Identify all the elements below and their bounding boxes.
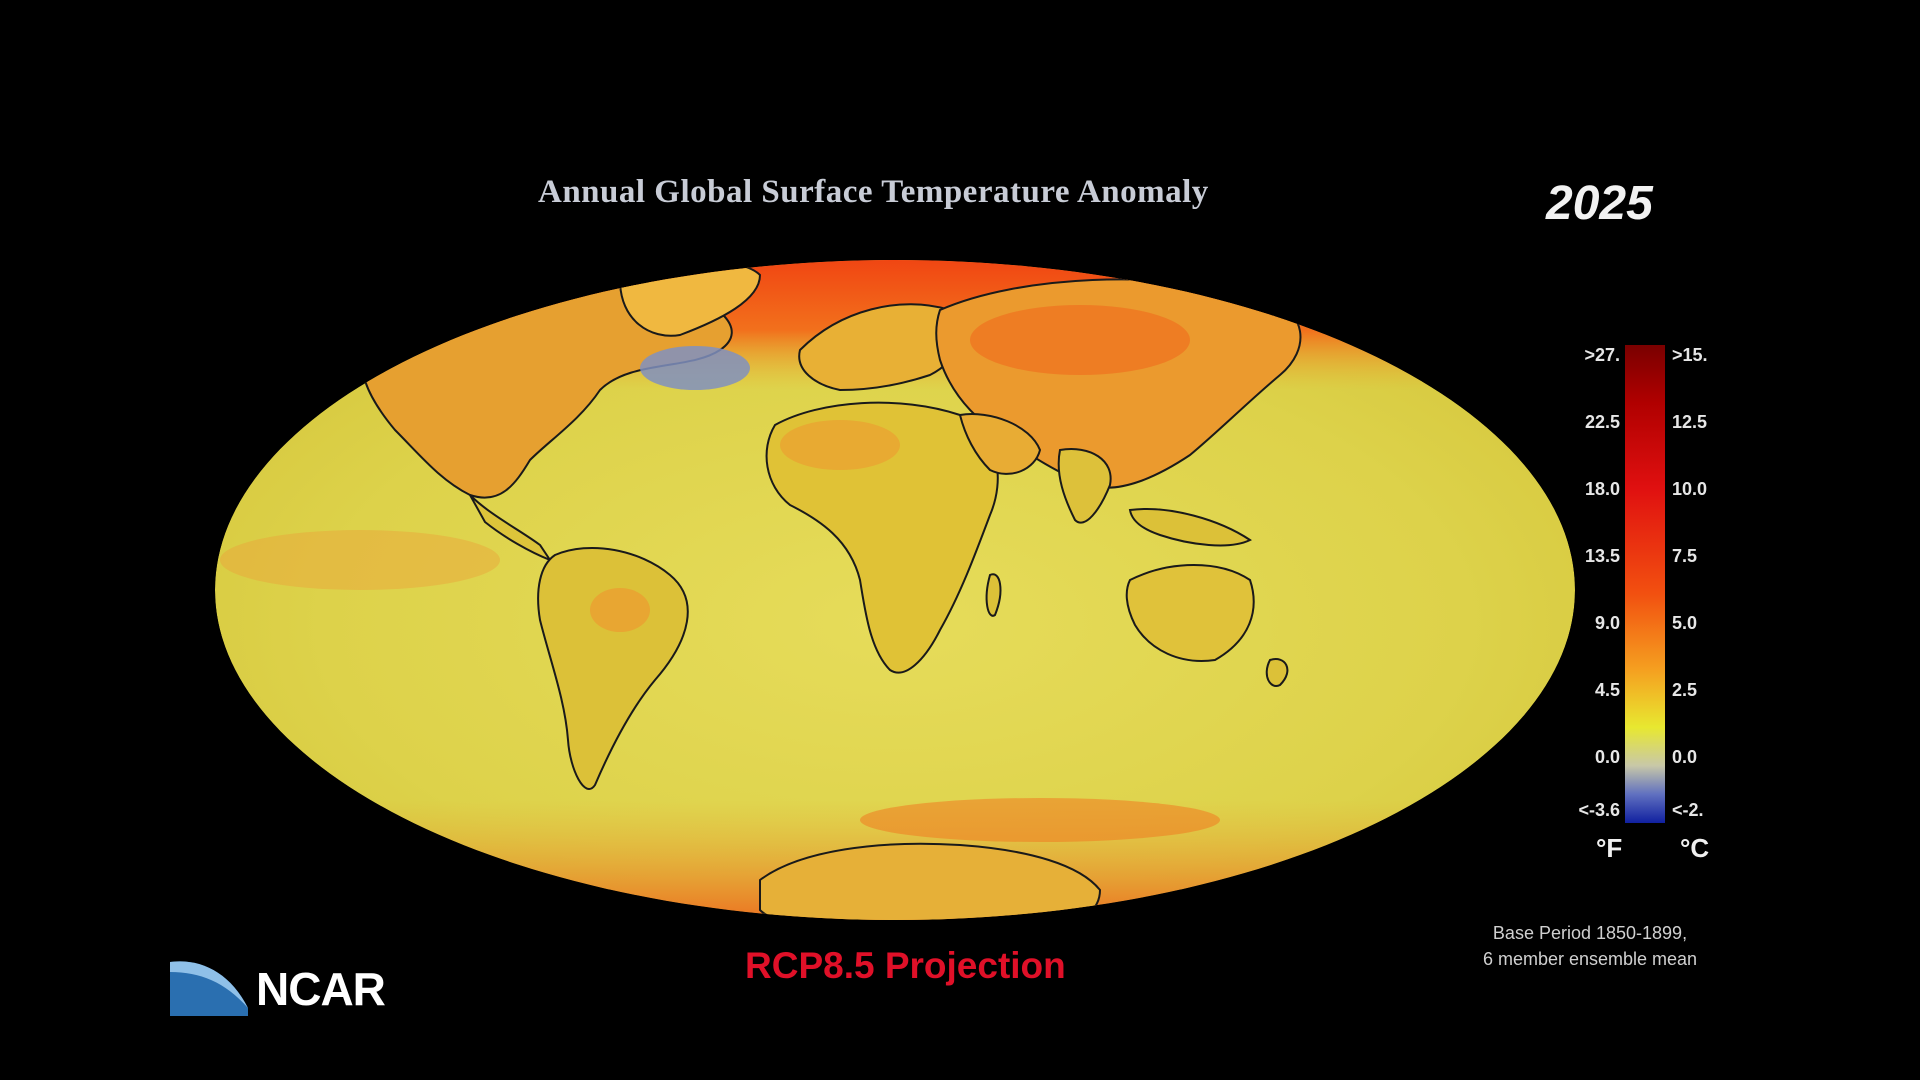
legend-tick-c: 2.5: [1672, 680, 1698, 700]
legend-tick-f: 13.5: [1584, 546, 1620, 566]
map-title: Annual Global Surface Temperature Anomal…: [538, 174, 1209, 210]
arabian-peninsula: [958, 413, 1042, 475]
globe: [215, 260, 1575, 920]
legend-tick-c: >15.: [1672, 345, 1708, 365]
ncar-logo-mark: [170, 961, 248, 1016]
legend-tick-f: <-3.6: [1578, 800, 1620, 820]
scenario-label: RCP8.5 Projection: [745, 945, 1066, 986]
legend-tick-f: 9.0: [1594, 613, 1620, 633]
north-atlantic-cold-blob: [640, 346, 750, 390]
legend-unit-fahrenheit: °F: [1596, 833, 1623, 863]
indian-subcontinent: [1057, 448, 1112, 524]
ensemble-line: 6 member ensemble mean: [1482, 949, 1698, 969]
legend-tick-f: 18.0: [1584, 479, 1620, 499]
ncar-logo: NCAR: [170, 958, 410, 1018]
southern-ocean-warm-patch: [860, 798, 1220, 842]
sahara-warm-patch: [780, 420, 900, 470]
base-period-note: Base Period 1850-1899, 6 member ensemble…: [1440, 920, 1740, 972]
tropical-pacific-warm-band: [220, 530, 500, 590]
legend-tick-c: 0.0: [1672, 747, 1698, 767]
year-label: 2025: [1546, 177, 1653, 230]
base-period-line: Base Period 1850-1899,: [1492, 923, 1688, 943]
legend-color-bar: [1625, 345, 1665, 823]
australia: [1125, 564, 1255, 662]
south-america: [537, 546, 689, 790]
legend-tick-f: >27.: [1584, 345, 1620, 365]
color-legend: >27. 22.5 18.0 13.5 9.0 4.5 0.0 <-3.6 >1…: [1570, 345, 1740, 865]
legend-tick-f: 4.5: [1594, 680, 1620, 700]
world-map: [215, 260, 1575, 920]
madagascar: [985, 573, 1002, 617]
legend-unit-celsius: °C: [1680, 833, 1710, 863]
new-zealand: [1265, 658, 1289, 687]
legend-tick-c: <-2.: [1672, 800, 1704, 820]
legend-tick-c: 5.0: [1672, 613, 1698, 633]
amazon-warm-patch: [590, 588, 650, 632]
legend-tick-f: 0.0: [1594, 747, 1620, 767]
legend-tick-c: 12.5: [1672, 412, 1708, 432]
legend-tick-f: 22.5: [1584, 412, 1620, 432]
southeast-asia-islands: [1128, 508, 1252, 547]
legend-tick-c: 10.0: [1672, 479, 1708, 499]
central-america: [469, 494, 553, 563]
legend-tick-c: 7.5: [1672, 546, 1698, 566]
ncar-logo-text: NCAR: [256, 963, 386, 1015]
siberia-hot-patch: [970, 305, 1190, 375]
